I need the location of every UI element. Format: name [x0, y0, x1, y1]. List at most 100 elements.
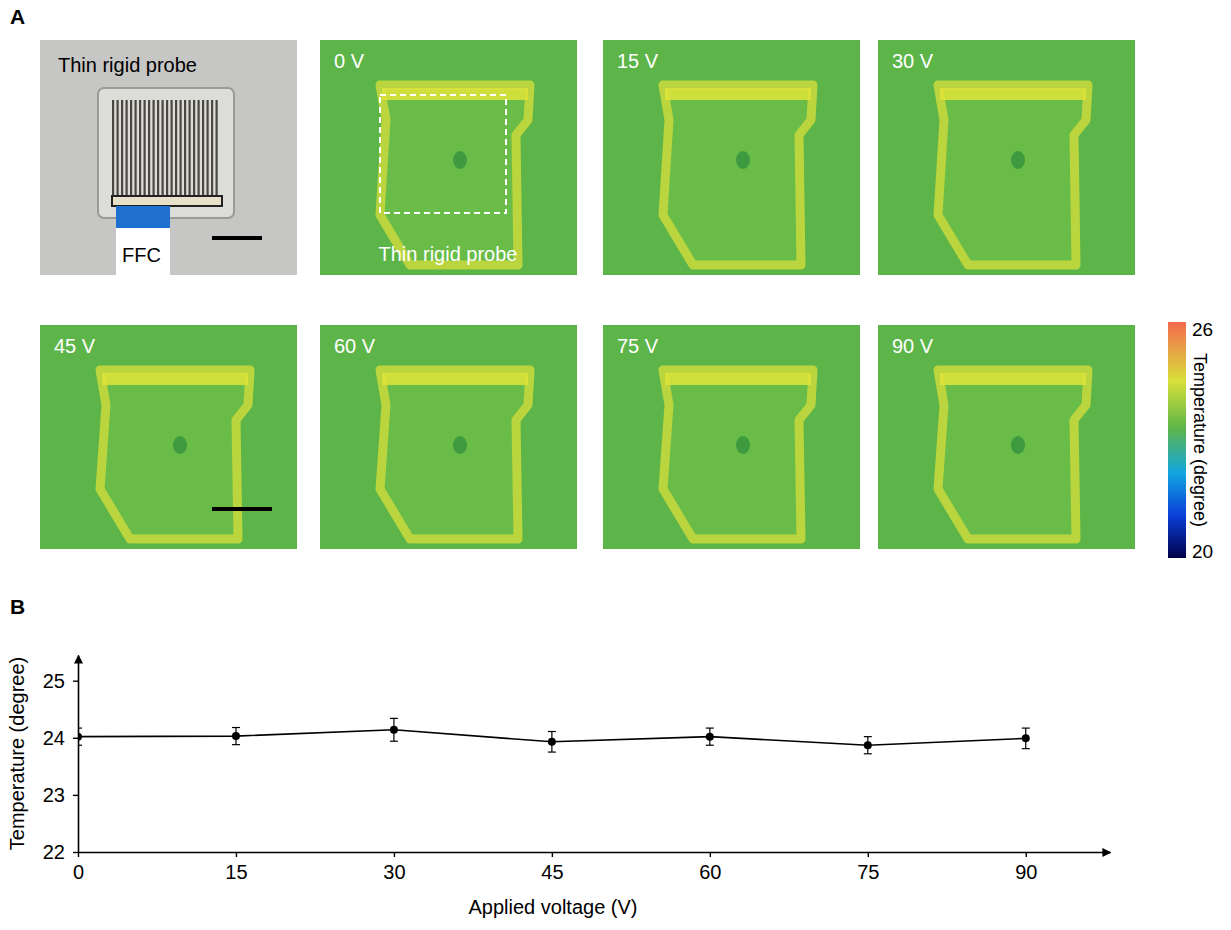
y-tick: 24 [43, 727, 78, 749]
error-bar-cap [706, 745, 714, 746]
probe-trace [171, 100, 173, 198]
probe-trace [189, 100, 191, 198]
probe-trace [139, 100, 141, 198]
thermal-image: 30 V [878, 40, 1135, 275]
probe-trace [148, 100, 150, 198]
y-tick-label: 24 [43, 727, 65, 749]
data-point [78, 733, 82, 741]
panel-letter: B [10, 595, 25, 618]
x-tick-label: 90 [1015, 861, 1037, 883]
voltage-label: 15 V [617, 50, 659, 72]
figure: ABThin rigid probeFFC0 VThin rigid probe… [0, 0, 1231, 930]
ffc-cable [116, 228, 170, 275]
probe-outline [380, 85, 530, 265]
x-axis-title: Applied voltage (V) [469, 896, 638, 918]
y-tick: 25 [43, 670, 78, 692]
thermal-image: 75 V [603, 325, 860, 549]
probe-trace [198, 100, 200, 198]
x-tick: 45 [541, 852, 563, 883]
probe-top-edge [665, 88, 811, 100]
probe-trace [157, 100, 159, 198]
y-axis-line [78, 656, 80, 853]
error-bar-cap [232, 727, 240, 728]
error-bar [548, 732, 556, 753]
x-axis: 0153045607590 [73, 852, 1111, 883]
x-tick-mark [78, 852, 79, 857]
data-point [548, 738, 556, 746]
y-tick-label: 23 [43, 784, 65, 806]
error-bar-cap [864, 736, 872, 737]
cool-spot [453, 151, 467, 169]
x-tick: 75 [857, 852, 879, 883]
thermal-background [320, 325, 577, 549]
thermal-background [878, 325, 1135, 549]
x-tick-mark [236, 852, 237, 857]
error-bar [864, 737, 872, 754]
thermal-image: 15 V [603, 40, 860, 275]
error-bar-cap [706, 727, 714, 728]
probe-trace [121, 100, 123, 198]
x-tick: 15 [225, 852, 247, 883]
probe-top-edge [382, 373, 528, 385]
cool-spot [1011, 436, 1025, 454]
error-bar-cap [390, 741, 398, 742]
probe-outline [100, 370, 250, 539]
thermal-background [40, 325, 297, 549]
probe-outline [380, 370, 530, 539]
probe-trace [207, 100, 209, 198]
y-tick: 23 [43, 784, 78, 806]
probe-trace [211, 100, 213, 198]
photo-label: FFC [122, 244, 161, 266]
colorbar-fill [1168, 322, 1186, 558]
y-axis: 22 23 24 25 [43, 656, 79, 863]
y-tick: 22 [43, 841, 78, 863]
cool-spot [736, 151, 750, 169]
probe-trace [193, 100, 195, 198]
y-tick-mark [73, 795, 78, 796]
y-tick-label: 22 [43, 841, 65, 863]
cool-spot [736, 436, 750, 454]
probe-top-edge [940, 88, 1086, 100]
probe-substrate [98, 88, 234, 218]
probe-outline [938, 85, 1088, 265]
colorbar-tick-label: 26 [1192, 319, 1213, 340]
x-tick-mark [552, 852, 553, 857]
colorbar-title: Temperature (degree) [1190, 353, 1210, 527]
error-bar [78, 728, 82, 745]
voltage-label: 45 V [54, 335, 96, 357]
y-tick-mark [73, 680, 78, 681]
probe-trace [202, 100, 204, 198]
probe-trace [117, 100, 119, 198]
error-bar [390, 718, 398, 741]
x-tick-mark [1026, 852, 1027, 857]
probe-outline [663, 85, 813, 265]
thermal-background [603, 325, 860, 549]
plot-area [78, 718, 1030, 753]
probe-top-edge [940, 373, 1086, 385]
y-tick-mark [73, 852, 78, 853]
probe-trace [126, 100, 128, 198]
thermal-image: 45 V [40, 325, 297, 549]
x-tick-label: 60 [699, 861, 721, 883]
error-bar-cap [548, 731, 556, 732]
probe-trace [135, 100, 137, 198]
colorbar: 2026Temperature (degree) [1168, 319, 1213, 562]
scale-bar [212, 507, 272, 511]
probe-trace [112, 100, 114, 198]
probe-trace [175, 100, 177, 198]
data-point [232, 732, 240, 740]
error-bar-cap [1022, 748, 1030, 749]
error-bar-cap [548, 751, 556, 752]
thermal-image: 60 V [320, 325, 577, 549]
photo-background [40, 40, 297, 275]
x-tick-mark [394, 852, 395, 857]
photo: Thin rigid probeFFC [40, 40, 297, 275]
ffc-blue [116, 206, 170, 228]
probe-trace [184, 100, 186, 198]
thermal-image: 0 VThin rigid probe [320, 40, 577, 275]
probe-outline [663, 370, 813, 539]
probe-trace [166, 100, 168, 198]
probe-trace [180, 100, 182, 198]
probe-outline [938, 370, 1088, 539]
y-tick-mark [73, 738, 78, 739]
